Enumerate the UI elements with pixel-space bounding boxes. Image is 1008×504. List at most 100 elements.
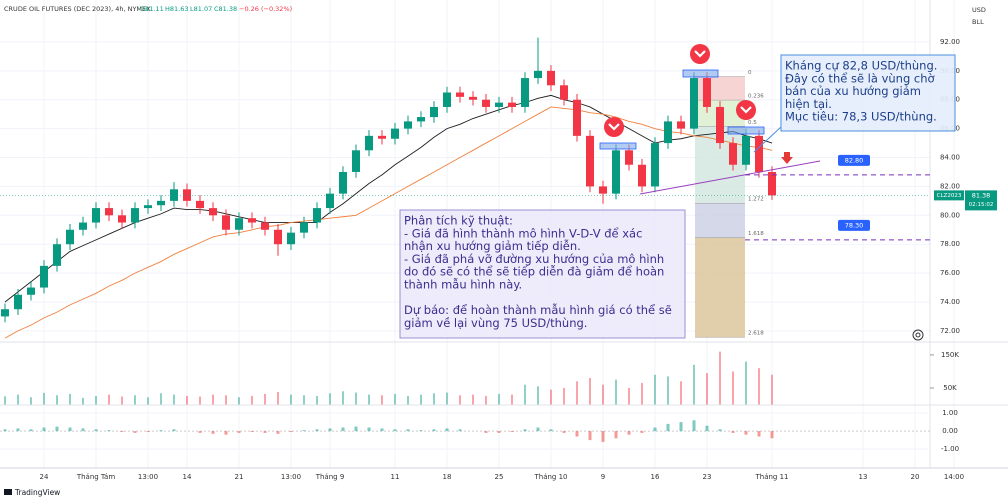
macd-bar — [172, 429, 176, 432]
volume-tick-label: 50K — [943, 384, 957, 392]
candle-body — [755, 135, 763, 172]
candle-body — [391, 128, 399, 139]
pattern-box — [727, 126, 765, 135]
candle-body — [573, 99, 581, 136]
macd-bar — [68, 427, 72, 432]
pattern-box — [599, 142, 637, 150]
macd-bar — [237, 431, 241, 433]
volume-bar — [537, 386, 539, 405]
note-line: hiện tại. — [785, 97, 832, 111]
volume-bar — [160, 393, 162, 405]
candle-body — [1, 309, 9, 317]
candle-body — [235, 218, 243, 230]
candle-body — [144, 205, 152, 209]
macd-bar — [354, 426, 358, 432]
candle-body — [586, 135, 594, 187]
candle-body — [66, 229, 74, 245]
volume-bar — [121, 396, 123, 405]
volume-bar — [589, 378, 591, 405]
candle-body — [729, 143, 737, 165]
down-arrow — [781, 152, 793, 164]
settings-icon[interactable] — [912, 329, 924, 341]
macd-bar — [16, 428, 20, 432]
price-tag-label: 81.38 — [972, 191, 991, 199]
macd-bar — [731, 431, 735, 433]
fib-label: 0 — [748, 70, 752, 76]
x-tick-label: 13 — [859, 473, 868, 481]
macd-bar — [263, 431, 267, 433]
macd-bar — [42, 427, 46, 432]
volume-bar — [30, 397, 32, 405]
macd-bar — [510, 431, 514, 432]
currency-label: USD — [972, 6, 986, 14]
volume-bar — [368, 394, 370, 405]
note-line: Đây có thể sẽ là vùng chờ — [785, 71, 935, 85]
candle-body — [14, 294, 22, 310]
x-tick-label: 11 — [391, 473, 400, 481]
volume-bar — [641, 383, 643, 405]
candle-body — [664, 121, 672, 144]
macd-bar — [523, 429, 527, 432]
brand-logo — [4, 489, 12, 495]
volume-bar — [290, 394, 292, 405]
volume-bar — [732, 371, 734, 405]
volume-bar — [654, 374, 656, 405]
candle-body — [417, 117, 425, 122]
macd-bar — [133, 431, 137, 433]
candle-body — [300, 222, 308, 233]
fib-label: 2.618 — [748, 331, 764, 337]
volume-bar — [420, 394, 422, 405]
volume-bar — [342, 391, 344, 405]
volume-bar — [251, 395, 253, 405]
candle-body — [105, 208, 113, 216]
note-line: thành mẫu hình này. — [404, 278, 522, 292]
symbol-tag — [934, 190, 964, 201]
macd-bar — [757, 431, 761, 437]
volume-bar — [719, 351, 721, 405]
volume-bar — [693, 364, 695, 405]
fib-label: 0.236 — [748, 94, 764, 100]
x-tick-label: 18 — [443, 473, 452, 481]
symbol-title: CRUDE OIL FUTURES (DEC 2023), 4h, NYMEX — [4, 5, 151, 13]
macd-bar — [640, 431, 644, 433]
x-tick-label: 14 — [183, 473, 192, 481]
volume-bar — [186, 395, 188, 405]
macd-bar — [718, 429, 722, 432]
candle-body — [456, 92, 464, 97]
volume-bar — [511, 394, 513, 405]
level-tag-label: 78.30 — [845, 221, 864, 229]
candle-body — [742, 135, 750, 165]
macd-bar — [406, 429, 410, 432]
note-line: Phân tích kỹ thuật: — [404, 214, 513, 228]
volume-bar — [82, 397, 84, 405]
x-tick-label: 13:00 — [138, 473, 158, 481]
ohlc-high: H81.63 — [165, 5, 189, 13]
volume-bar — [524, 384, 526, 405]
macd-bar — [679, 422, 683, 432]
candle-body — [326, 193, 334, 209]
y-tick-label: 80.00 — [940, 211, 960, 219]
note-line: do đó sẽ có thể sẽ tiếp diễn đà giảm để … — [404, 265, 664, 279]
candle-body — [40, 265, 48, 288]
volume-bar — [472, 394, 474, 405]
volume-bar — [602, 384, 604, 405]
candle-body — [222, 215, 230, 230]
macd-bar — [94, 429, 98, 432]
volume-bar — [680, 381, 682, 405]
candle-body — [495, 102, 503, 107]
volume-bar — [563, 387, 565, 405]
macd-bar — [328, 428, 332, 432]
macd-bar — [81, 428, 85, 432]
candle-body — [274, 229, 282, 245]
volume-bar — [446, 392, 448, 405]
volume-bar — [498, 393, 500, 405]
macd-bar — [250, 431, 254, 432]
volume-bar — [615, 379, 617, 405]
x-tick-label: 9 — [601, 473, 605, 481]
note-line: nhận xu hướng giảm tiếp diễn. — [404, 239, 581, 253]
candle-body — [716, 106, 724, 144]
macd-bar — [458, 429, 462, 432]
ohlc-low: L81.07 — [190, 5, 212, 13]
candle-body — [430, 106, 438, 118]
candle-body — [313, 208, 321, 223]
